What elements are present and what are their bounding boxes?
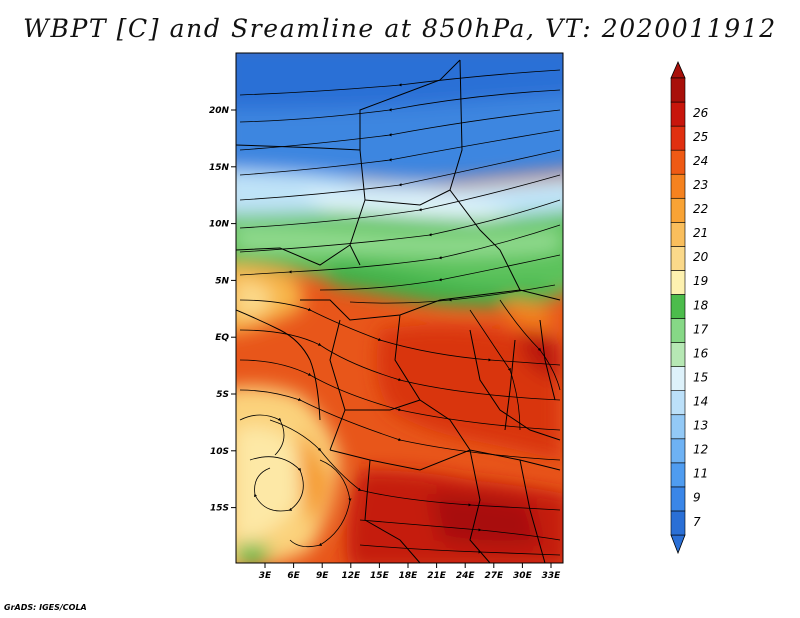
colorbar-segment bbox=[670, 438, 686, 464]
lat-tick-label: EQ bbox=[215, 333, 229, 343]
colorbar-label: 11 bbox=[693, 467, 708, 481]
colorbar-segment bbox=[670, 222, 686, 247]
colorbar-label: 21 bbox=[693, 226, 708, 240]
lat-tick-label: 5N bbox=[215, 276, 229, 286]
lon-tick-label: 27E bbox=[484, 571, 504, 581]
colorbar-segment bbox=[670, 510, 686, 536]
colorbar-segment bbox=[670, 270, 686, 295]
lon-tick-label: 33E bbox=[542, 571, 562, 581]
colorbar-label: 16 bbox=[693, 346, 709, 360]
lat-tick-label: 10N bbox=[209, 220, 230, 230]
colorbar-segment bbox=[670, 173, 686, 199]
latitude-axis: 20N 15N 10N 5N EQ 5S 10S 15S bbox=[209, 106, 236, 514]
lon-tick-label: 12E bbox=[341, 571, 361, 581]
colorbar-label: 13 bbox=[693, 419, 708, 433]
colorbar-label: 20 bbox=[693, 250, 709, 264]
colorbar-segment bbox=[670, 390, 686, 416]
colorbar-label: 7 bbox=[693, 515, 701, 529]
colorbar-label: 19 bbox=[693, 274, 708, 288]
lon-tick-label: 21E bbox=[427, 571, 447, 581]
chart-title: WBPT [C] and Sreamline at 850hPa, VT: 20… bbox=[23, 14, 777, 43]
map-frame bbox=[235, 52, 564, 564]
colorbar-label: 26 bbox=[693, 106, 709, 120]
colorbar-segment bbox=[670, 294, 686, 319]
streamlines bbox=[239, 69, 561, 556]
colorbar-label: 23 bbox=[693, 178, 708, 192]
colorbar-max-arrow bbox=[670, 61, 686, 79]
colorbar-label: 9 bbox=[693, 491, 701, 505]
lon-tick-label: 18E bbox=[399, 571, 419, 581]
colorbar-label: 17 bbox=[693, 322, 709, 336]
colorbar-segment bbox=[670, 246, 686, 271]
lon-tick-label: 15E bbox=[370, 571, 390, 581]
colorbar-segment bbox=[670, 318, 686, 343]
colorbar-label: 25 bbox=[693, 130, 708, 144]
lon-tick-label: 6E bbox=[287, 571, 300, 581]
colorbar-segment bbox=[670, 125, 686, 151]
colorbar-min-arrow bbox=[670, 534, 686, 555]
colorbar-label: 18 bbox=[693, 298, 709, 312]
colorbar-segment bbox=[670, 77, 686, 103]
colorbar-segment bbox=[670, 366, 686, 391]
lon-tick-label: 30E bbox=[513, 571, 533, 581]
lat-tick-label: 5S bbox=[216, 390, 229, 400]
colorbar: 7 9 11 12 13 14 15 16 17 18 19 20 21 22 23 24 25 26 bbox=[670, 61, 709, 555]
colorbar-label: 14 bbox=[693, 395, 708, 409]
credit-text: GrADS: IGES/COLA bbox=[4, 603, 87, 612]
colorbar-segment bbox=[670, 342, 686, 367]
colorbar-segment bbox=[670, 149, 686, 175]
colorbar-segment bbox=[670, 414, 686, 440]
colorbar-label: 22 bbox=[693, 202, 708, 216]
lat-tick-label: 10S bbox=[210, 447, 229, 457]
colorbar-segment bbox=[670, 197, 686, 223]
lon-tick-label: 9E bbox=[316, 571, 329, 581]
longitude-axis: 3E 6E 9E 12E 15E 18E 21E 24E 27E 30E 33E bbox=[259, 563, 561, 581]
colorbar-segment bbox=[670, 101, 686, 127]
colorbar-label: 12 bbox=[693, 443, 708, 457]
lon-tick-label: 24E bbox=[456, 571, 476, 581]
lat-tick-label: 20N bbox=[209, 106, 230, 116]
colorbar-segment bbox=[670, 486, 686, 512]
lat-tick-label: 15S bbox=[210, 504, 229, 514]
colorbar-segment bbox=[670, 462, 686, 488]
colorbar-label: 24 bbox=[693, 154, 708, 168]
lat-tick-label: 15N bbox=[209, 163, 230, 173]
colorbar-label: 15 bbox=[693, 370, 708, 384]
lon-tick-label: 3E bbox=[259, 571, 272, 581]
